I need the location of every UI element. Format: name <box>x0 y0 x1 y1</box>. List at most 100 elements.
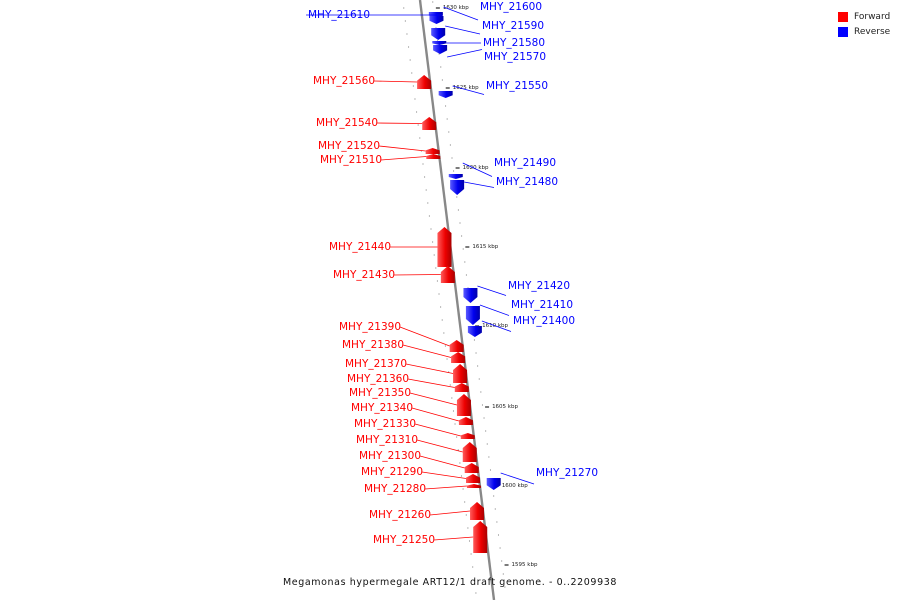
gene-label[interactable]: MHY_21410 <box>511 299 573 311</box>
gene-label[interactable]: MHY_21420 <box>508 280 570 292</box>
gene-label[interactable]: MHY_21430 <box>333 269 395 281</box>
gene-mhy_21550[interactable]: MHY_21550 <box>438 80 548 98</box>
gene-label[interactable]: MHY_21360 <box>347 373 409 385</box>
gene-mhy_21380[interactable]: MHY_21380 <box>342 339 466 363</box>
gene-label[interactable]: MHY_21570 <box>484 51 546 63</box>
gene-mhy_21580[interactable]: MHY_21580 <box>432 37 545 49</box>
gene-label[interactable]: MHY_21610 <box>308 9 370 21</box>
gene-mhy_21270[interactable]: MHY_21270 <box>486 467 598 490</box>
gene-label[interactable]: MHY_21590 <box>482 20 544 32</box>
gene-label[interactable]: MHY_21390 <box>339 321 401 333</box>
reverse-gene-arrow[interactable] <box>448 174 463 179</box>
forward-gene-arrow[interactable] <box>422 117 437 130</box>
forward-gene-arrow[interactable] <box>464 463 479 473</box>
gene-label[interactable]: MHY_21250 <box>373 534 435 546</box>
reverse-gene-arrow[interactable] <box>467 326 482 337</box>
gene-mhy_21290[interactable]: MHY_21290 <box>361 466 481 483</box>
gene-mhy_21560[interactable]: MHY_21560 <box>313 75 432 89</box>
forward-gene-arrow[interactable] <box>453 364 468 383</box>
gene-label[interactable]: MHY_21520 <box>318 140 380 152</box>
forward-gene-arrow[interactable] <box>451 352 466 363</box>
gene-mhy_21490[interactable]: MHY_21490 <box>448 157 556 179</box>
gene-label[interactable]: MHY_21380 <box>342 339 404 351</box>
gene-mhy_21310[interactable]: MHY_21310 <box>356 434 477 462</box>
reverse-gene-arrow[interactable] <box>431 28 446 40</box>
gene-label[interactable]: MHY_21340 <box>351 402 413 414</box>
forward-gene-arrow[interactable] <box>466 484 481 488</box>
forward-gene-arrow[interactable] <box>454 383 469 392</box>
gene-mhy_21440[interactable]: MHY_21440 <box>329 227 452 267</box>
gene-label[interactable]: MHY_21480 <box>496 176 558 188</box>
gene-label[interactable]: MHY_21510 <box>320 154 382 166</box>
gene-label[interactable]: MHY_21600 <box>480 1 542 13</box>
gene-label[interactable]: MHY_21580 <box>483 37 545 49</box>
gene-label[interactable]: MHY_21270 <box>536 467 598 479</box>
reverse-gene-arrow[interactable] <box>433 45 448 54</box>
gene-label[interactable]: MHY_21280 <box>364 483 426 495</box>
gene-label[interactable]: MHY_21560 <box>313 75 375 87</box>
gene-label[interactable]: MHY_21540 <box>316 117 378 129</box>
gene-mhy_21340[interactable]: MHY_21340 <box>351 402 473 425</box>
scale-label: 1600 kbp <box>502 483 528 489</box>
forward-gene-arrow[interactable] <box>458 417 473 425</box>
reverse-gene-arrow[interactable] <box>429 16 444 24</box>
gene-label[interactable]: MHY_21370 <box>345 358 407 370</box>
genome-caption: Megamonas hypermegale ART12/1 draft geno… <box>282 577 617 588</box>
forward-gene-arrow[interactable] <box>449 340 464 352</box>
gene-label[interactable]: MHY_21290 <box>361 466 423 478</box>
gene-label[interactable]: MHY_21350 <box>349 387 411 399</box>
gene-mhy_21400[interactable]: MHY_21400 <box>467 315 575 337</box>
forward-gene-arrow[interactable] <box>466 474 481 483</box>
reverse-gene-arrow[interactable] <box>432 41 447 45</box>
gene-mhy_21390[interactable]: MHY_21390 <box>339 321 464 352</box>
forward-gene-arrow[interactable] <box>462 442 477 462</box>
gene-mhy_21280[interactable]: MHY_21280 <box>364 483 481 495</box>
gene-mhy_21260[interactable]: MHY_21260 <box>369 502 485 521</box>
gene-mhy_21410[interactable]: MHY_21410 <box>465 299 573 325</box>
gene-leader-line <box>424 485 467 490</box>
forward-gene-arrow[interactable] <box>417 75 432 89</box>
forward-gene-arrow[interactable] <box>460 433 475 439</box>
gene-leader-line <box>393 274 441 276</box>
reverse-gene-arrow[interactable] <box>486 478 501 490</box>
forward-gene-arrow[interactable] <box>470 502 485 520</box>
gene-label[interactable]: MHY_21490 <box>494 157 556 169</box>
gene-leader-line <box>464 181 495 188</box>
gene-mhy_21610[interactable]: MHY_21610 <box>306 9 443 21</box>
gene-label[interactable]: MHY_21400 <box>513 315 575 327</box>
gene-mhy_21570[interactable]: MHY_21570 <box>433 45 546 63</box>
gene-mhy_21520[interactable]: MHY_21520 <box>318 140 440 154</box>
gene-mhy_21360[interactable]: MHY_21360 <box>347 373 469 392</box>
gene-mhy_21250[interactable]: MHY_21250 <box>373 521 488 553</box>
reverse-gene-arrow[interactable] <box>450 180 465 195</box>
forward-gene-arrow[interactable] <box>437 227 452 267</box>
gene-label[interactable]: MHY_21260 <box>369 509 431 521</box>
gene-label[interactable]: MHY_21310 <box>356 434 418 446</box>
genes: MHY_21610 MHY_21600 MHY_21590 MHY_21580 MHY_… <box>306 1 598 553</box>
forward-gene-arrow[interactable] <box>473 521 488 553</box>
gene-mhy_21370[interactable]: MHY_21370 <box>345 358 468 383</box>
gene-mhy_21430[interactable]: MHY_21430 <box>333 266 455 283</box>
gene-label[interactable]: MHY_21550 <box>486 80 548 92</box>
gene-mhy_21600[interactable]: MHY_21600 <box>429 1 542 24</box>
gene-mhy_21300[interactable]: MHY_21300 <box>359 450 479 473</box>
gene-mhy_21510[interactable]: MHY_21510 <box>320 154 441 166</box>
gene-mhy_21350[interactable]: MHY_21350 <box>349 387 471 416</box>
gene-label[interactable]: MHY_21440 <box>329 241 391 253</box>
gene-leader-line <box>378 145 426 152</box>
gene-label[interactable]: MHY_21300 <box>359 450 421 462</box>
gene-mhy_21420[interactable]: MHY_21420 <box>463 280 570 303</box>
gene-mhy_21590[interactable]: MHY_21590 <box>431 20 544 40</box>
gene-mhy_21480[interactable]: MHY_21480 <box>450 176 558 195</box>
forward-gene-arrow[interactable] <box>456 394 471 416</box>
gene-mhy_21540[interactable]: MHY_21540 <box>316 117 437 130</box>
forward-gene-arrow[interactable] <box>440 266 455 283</box>
gene-mhy_21330[interactable]: MHY_21330 <box>354 418 475 439</box>
forward-gene-arrow[interactable] <box>426 154 441 159</box>
reverse-gene-arrow[interactable] <box>438 91 453 98</box>
gene-label[interactable]: MHY_21330 <box>354 418 416 430</box>
reverse-gene-arrow[interactable] <box>465 306 480 325</box>
reverse-gene-arrow[interactable] <box>463 288 478 303</box>
forward-gene-arrow[interactable] <box>425 148 440 154</box>
